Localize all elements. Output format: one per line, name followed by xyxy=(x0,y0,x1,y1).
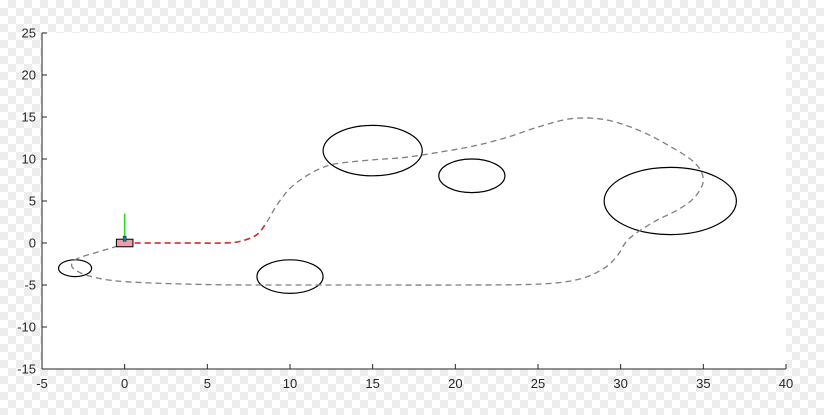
y-ticks: -15 -10 -5 0 5 10 15 20 25 xyxy=(17,26,47,377)
x-tick-label: 15 xyxy=(365,376,379,391)
y-tick-label: 5 xyxy=(29,194,36,209)
x-tick-label: 25 xyxy=(531,376,545,391)
vehicle xyxy=(115,213,134,248)
y-tick-label: -10 xyxy=(17,320,36,335)
x-tick-label: -5 xyxy=(36,376,48,391)
obstacle-circle xyxy=(256,259,324,295)
x-tick-label: 40 xyxy=(779,376,793,391)
x-tick-label: 35 xyxy=(696,376,710,391)
x-tick-label: 30 xyxy=(613,376,627,391)
reference-path-line xyxy=(70,117,704,286)
x-tick-label: 0 xyxy=(121,376,128,391)
y-tick-label: -15 xyxy=(17,362,36,377)
x-ticks: -5 0 5 10 15 20 25 30 35 40 xyxy=(36,364,793,391)
plot-area xyxy=(42,33,786,369)
obstacles xyxy=(57,124,737,295)
y-tick-label: 0 xyxy=(29,236,36,251)
x-tick-label: 20 xyxy=(448,376,462,391)
y-tick-label: 15 xyxy=(22,110,36,125)
x-tick-label: 10 xyxy=(283,376,297,391)
vehicle-marker xyxy=(122,235,127,242)
y-tick-label: 10 xyxy=(22,152,36,167)
obstacle-circle xyxy=(603,166,737,236)
y-tick-label: -5 xyxy=(24,278,36,293)
obstacle-circle xyxy=(322,124,423,177)
obstacle-circle xyxy=(438,158,506,194)
y-tick-label: 20 xyxy=(22,68,36,83)
y-tick-label: 25 xyxy=(22,26,36,41)
traveled-path-line xyxy=(124,221,268,244)
paths xyxy=(70,117,704,286)
x-tick-label: 5 xyxy=(204,376,211,391)
